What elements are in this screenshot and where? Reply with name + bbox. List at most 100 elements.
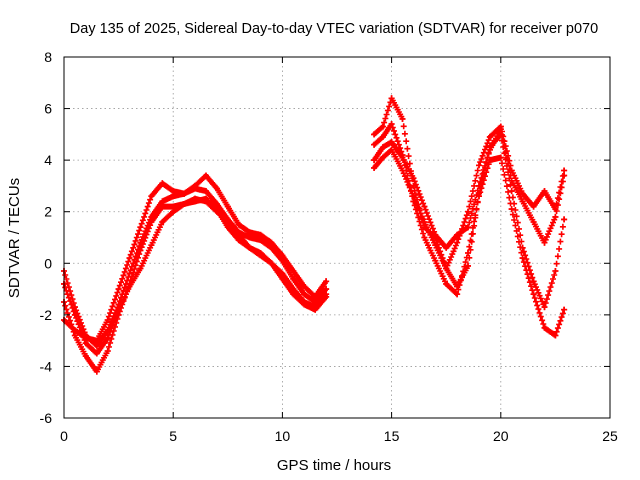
data-point <box>465 250 471 256</box>
data-point <box>290 268 297 274</box>
data-point <box>371 164 378 171</box>
data-point <box>224 203 231 210</box>
data-point <box>421 234 428 241</box>
data-point <box>181 190 188 197</box>
data-point <box>246 244 253 251</box>
y-tick-label: -6 <box>40 410 53 426</box>
data-point <box>104 348 111 354</box>
data-point <box>159 180 166 187</box>
y-axis-label: SDTVAR / TECUs <box>6 178 23 298</box>
data-point <box>224 219 231 225</box>
data-point <box>279 270 286 277</box>
data-point <box>213 208 220 215</box>
data-point <box>301 283 308 290</box>
data-point <box>379 144 386 151</box>
data-point <box>159 198 166 205</box>
data-point <box>552 332 559 339</box>
data-point <box>93 368 100 375</box>
data-point <box>148 193 155 200</box>
data-point <box>379 133 386 140</box>
y-tick-label: 8 <box>44 49 52 65</box>
chart-title: Day 135 of 2025, Sidereal Day-to-day VTE… <box>70 21 598 37</box>
data-point <box>148 219 155 225</box>
x-tick-label: 5 <box>169 428 177 444</box>
data-point <box>519 198 526 205</box>
data-point <box>379 154 386 161</box>
data-point <box>290 286 297 293</box>
data-point <box>93 337 100 344</box>
data-point <box>257 252 264 259</box>
data-point <box>552 206 559 213</box>
data-point <box>443 244 450 251</box>
x-tick-label: 0 <box>60 428 68 444</box>
data-point <box>561 167 568 174</box>
x-tick-label: 20 <box>493 428 509 444</box>
data-point <box>290 275 297 282</box>
data-point <box>82 340 89 347</box>
data-point <box>137 224 144 231</box>
data-point <box>137 265 144 272</box>
data-point <box>203 198 209 205</box>
data-point <box>268 239 275 246</box>
data-point <box>552 268 559 274</box>
data-point <box>530 219 537 225</box>
data-point <box>93 342 100 349</box>
data-point <box>399 115 406 122</box>
data-point <box>104 335 111 342</box>
data-point <box>530 278 537 285</box>
data-point <box>486 133 493 140</box>
data-point <box>371 141 378 148</box>
series-track-6 <box>371 121 568 339</box>
data-marks <box>61 95 568 375</box>
data-point <box>246 229 253 236</box>
data-point <box>192 182 198 189</box>
data-point <box>421 203 428 210</box>
data-point <box>541 239 548 246</box>
data-point <box>148 242 155 249</box>
data-point <box>301 291 308 298</box>
data-point <box>497 154 504 161</box>
data-point <box>257 237 264 244</box>
data-point <box>465 224 471 231</box>
x-tick-label: 25 <box>602 428 618 444</box>
x-tick-label: 15 <box>384 428 400 444</box>
data-point <box>476 162 482 169</box>
axis-ticks <box>63 56 611 419</box>
data-point <box>312 304 319 311</box>
data-point <box>388 95 395 102</box>
data-point <box>170 208 177 215</box>
data-point <box>465 208 471 215</box>
data-point <box>192 195 198 202</box>
data-point <box>371 131 378 138</box>
data-point <box>203 172 209 179</box>
data-point <box>421 219 428 225</box>
data-point <box>388 146 395 153</box>
data-point <box>454 239 461 246</box>
series-track-8 <box>371 123 568 272</box>
y-tick-label: -2 <box>40 307 53 323</box>
y-tick-label: 0 <box>44 255 52 271</box>
axis-tick-labels: 0 5 10 15 20 25 -6 -4 -2 0 2 4 6 8 <box>40 49 618 444</box>
plot-frame <box>63 56 611 419</box>
data-point <box>379 123 386 130</box>
data-point <box>93 350 100 357</box>
data-point <box>541 304 548 311</box>
series-track-7 <box>371 126 568 251</box>
data-point <box>104 317 111 323</box>
data-point <box>137 247 144 254</box>
data-point <box>371 157 378 164</box>
data-point <box>432 242 439 249</box>
data-point <box>561 216 568 223</box>
data-point <box>181 201 188 207</box>
data-point <box>443 265 450 272</box>
data-point <box>399 167 406 174</box>
data-point <box>71 332 78 339</box>
data-point <box>71 311 78 318</box>
data-point <box>561 306 568 313</box>
y-tick-label: 2 <box>44 204 52 220</box>
data-point <box>454 291 461 298</box>
data-point <box>541 324 548 331</box>
data-point <box>432 257 439 264</box>
data-point <box>388 121 395 127</box>
